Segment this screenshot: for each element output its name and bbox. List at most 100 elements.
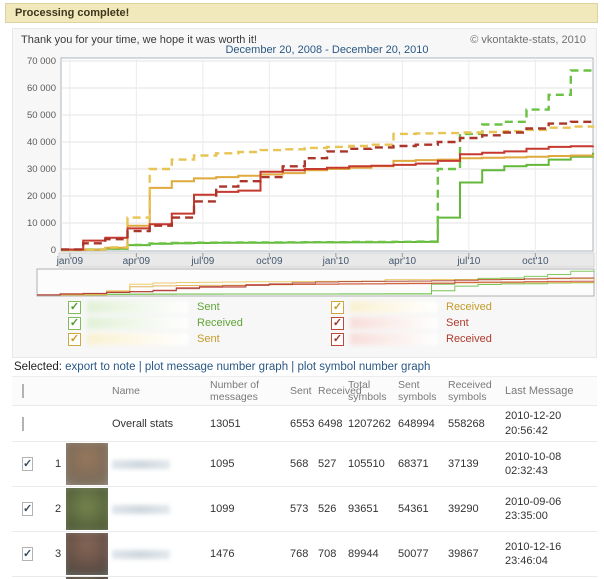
avatar[interactable] bbox=[66, 488, 108, 531]
header-index-col bbox=[45, 389, 66, 393]
avatar[interactable] bbox=[66, 443, 108, 486]
series-line bbox=[61, 145, 594, 251]
cell-sent: 573 bbox=[290, 503, 309, 516]
cell-messages: 1476 bbox=[210, 548, 235, 561]
cell-messages: 13051 bbox=[210, 417, 241, 430]
y-axis-tick-label: 70 000 bbox=[27, 56, 56, 67]
header-messages: Number of messages bbox=[210, 379, 260, 404]
legend-series-label: Sent bbox=[197, 301, 220, 313]
y-axis-tick-label: 0 bbox=[51, 245, 56, 256]
legend-item: ✓ Sent bbox=[331, 316, 469, 330]
legend-series-label: Sent bbox=[446, 317, 469, 329]
cell-last-message: 2010-09-06 23:35:00 bbox=[505, 495, 562, 523]
cell-received-symbols: 37139 bbox=[448, 458, 479, 471]
cell-received: 527 bbox=[318, 458, 337, 471]
cell-total-symbols: 1207262 bbox=[348, 417, 391, 430]
legend-checkbox[interactable]: ✓ bbox=[68, 332, 81, 346]
legend-friend-name-blurred bbox=[350, 317, 438, 329]
thanks-text: Thank you for your time, we hope it was … bbox=[21, 34, 257, 46]
legend-checkbox[interactable]: ✓ bbox=[68, 300, 81, 314]
legend-item: ✓ Received bbox=[331, 332, 492, 346]
x-axis-tick-label: jul'09 bbox=[190, 256, 214, 267]
header-name: Name bbox=[112, 385, 141, 398]
cell-sent-symbols: 50077 bbox=[398, 548, 429, 561]
legend-friend-name-blurred bbox=[87, 317, 189, 329]
cell-received: 526 bbox=[318, 503, 337, 516]
cell-name[interactable] bbox=[112, 504, 210, 514]
y-axis-tick-label: 30 000 bbox=[27, 164, 56, 175]
avatar[interactable] bbox=[66, 533, 108, 576]
cell-received-symbols: 39867 bbox=[448, 548, 479, 561]
name-blurred bbox=[112, 504, 170, 514]
results-panel: 0 10 000 20 000 30 000 40 000 50 000 60 000 70 … bbox=[12, 28, 597, 358]
chart-date-range-title: December 20, 2008 - December 20, 2010 bbox=[225, 44, 429, 56]
cell-received: 708 bbox=[318, 548, 337, 561]
cell-total-symbols: 105510 bbox=[348, 458, 385, 471]
row-checkbox[interactable]: ✓ bbox=[22, 457, 34, 472]
row-checkbox[interactable] bbox=[22, 416, 24, 431]
header-received-symbols: Received symbols bbox=[448, 379, 492, 404]
cell-last-message: 2010-12-20 20:56:42 bbox=[505, 410, 562, 437]
y-axis-tick-label: 60 000 bbox=[27, 83, 56, 94]
link-separator: | bbox=[138, 361, 142, 373]
action-link[interactable]: export to note bbox=[65, 361, 136, 373]
name-blurred bbox=[112, 549, 170, 559]
legend-checkbox[interactable]: ✓ bbox=[331, 316, 344, 330]
series-line bbox=[61, 125, 595, 252]
cell-last-message: 2010-10-08 02:32:43 bbox=[505, 450, 562, 478]
action-link[interactable]: plot message number graph bbox=[144, 361, 289, 373]
cell-received-symbols: 39290 bbox=[448, 503, 479, 516]
cell-sent-symbols: 648994 bbox=[398, 417, 435, 430]
header-sent: Sent bbox=[290, 385, 312, 398]
cell-received: 6498 bbox=[318, 417, 343, 430]
cell-name[interactable] bbox=[112, 549, 210, 559]
legend-series-label: Received bbox=[446, 301, 492, 313]
row-number: 1 bbox=[55, 458, 62, 471]
row-number: 2 bbox=[55, 503, 62, 516]
series-line bbox=[61, 120, 595, 251]
avatar[interactable] bbox=[66, 577, 108, 579]
header-sent-symbols: Sent symbols bbox=[398, 379, 437, 404]
x-axis-tick-label: apr'10 bbox=[389, 256, 417, 267]
link-separator: | bbox=[291, 361, 295, 373]
table-row: ✓ 1 1095 568 527 105510 68371 37139 2010… bbox=[12, 442, 597, 488]
legend-checkbox[interactable]: ✓ bbox=[331, 332, 344, 346]
legend-friend-name-blurred bbox=[350, 301, 438, 313]
header-avatar-col bbox=[66, 389, 112, 393]
table-row: ✓ 3 1476 768 708 89944 50077 39867 2010-… bbox=[12, 532, 597, 578]
legend-checkbox[interactable]: ✓ bbox=[331, 300, 344, 314]
legend-checkbox[interactable]: ✓ bbox=[68, 316, 81, 330]
series-line bbox=[61, 69, 595, 252]
cell-name[interactable] bbox=[112, 459, 210, 469]
action-link[interactable]: plot symbol number graph bbox=[297, 361, 431, 373]
cell-last-message: 2010-12-16 23:46:04 bbox=[505, 540, 562, 568]
legend-friend-name-blurred bbox=[87, 333, 189, 345]
y-axis-tick-label: 40 000 bbox=[27, 137, 56, 148]
row-checkbox[interactable]: ✓ bbox=[22, 547, 34, 562]
table-row: ✓ 2 1099 573 526 93651 54361 39290 2010-… bbox=[12, 487, 597, 533]
cell-received-symbols: 558268 bbox=[448, 417, 485, 430]
cell-messages: 1099 bbox=[210, 503, 235, 516]
legend-friend-name-blurred bbox=[350, 333, 438, 345]
chart-range-selector[interactable] bbox=[36, 268, 595, 297]
legend-item: ✓ Received bbox=[331, 300, 492, 314]
x-axis-tick-label: jan'10 bbox=[322, 256, 350, 267]
y-axis-tick-label: 50 000 bbox=[27, 110, 56, 121]
status-banner-text: Processing complete! bbox=[15, 7, 130, 19]
x-axis-tick-label: jan'09 bbox=[56, 256, 84, 267]
header-received: Received bbox=[318, 385, 362, 398]
cell-sent-symbols: 54361 bbox=[398, 503, 429, 516]
legend-item: ✓ Sent bbox=[68, 332, 220, 346]
row-checkbox[interactable]: ✓ bbox=[22, 502, 34, 517]
select-all-checkbox[interactable] bbox=[22, 384, 24, 399]
header-total-symbols: Total symbols bbox=[348, 379, 387, 404]
messages-cumulative-chart: 0 10 000 20 000 30 000 40 000 50 000 60 000 70 … bbox=[27, 56, 595, 297]
legend-series-label: Received bbox=[446, 333, 492, 345]
cell-sent: 6553 bbox=[290, 417, 315, 430]
selected-actions-bar: Selected: export to note | plot message … bbox=[14, 361, 430, 373]
cell-messages: 1095 bbox=[210, 458, 235, 471]
cell-total-symbols: 93651 bbox=[348, 503, 379, 516]
copyright-text: © vkontakte-stats, 2010 bbox=[470, 34, 586, 46]
x-axis-tick-label: apr'09 bbox=[123, 256, 151, 267]
